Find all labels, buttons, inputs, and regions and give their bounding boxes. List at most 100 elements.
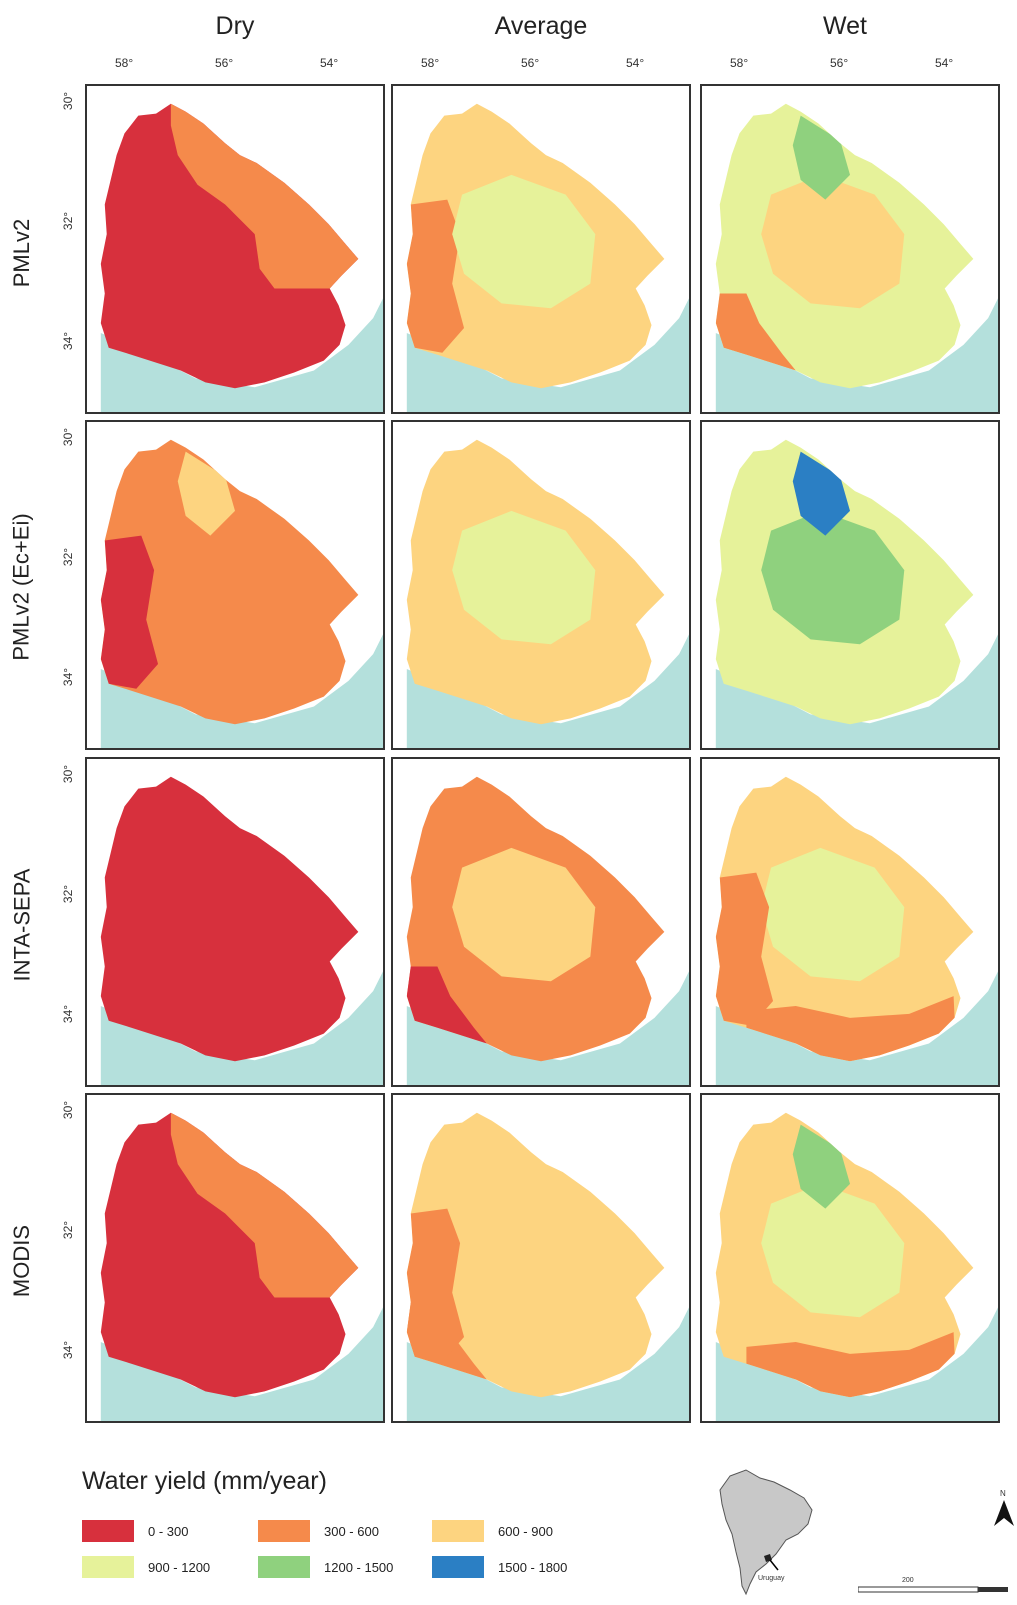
yield-zone-south: [746, 1332, 955, 1398]
longitude-tick: 56°: [830, 56, 849, 70]
legend-label: 1500 - 1800: [498, 1559, 568, 1575]
yield-zone-center: [761, 510, 905, 645]
yield-zone-center: [761, 174, 905, 309]
legend-swatch: [432, 1520, 484, 1542]
yield-zone-west: [406, 199, 465, 353]
latitude-tick: 32°: [61, 1220, 76, 1240]
legend-title: Water yield (mm/year): [82, 1467, 327, 1495]
water-body: [406, 298, 689, 412]
legend-swatch: [432, 1556, 484, 1578]
column-title-wet: Wet: [823, 12, 867, 40]
water-body: [100, 1307, 383, 1421]
legend-swatch: [82, 1520, 134, 1542]
water-body: [715, 971, 998, 1085]
water-body: [715, 1307, 998, 1421]
map-panel-inta-sepa-average: [391, 757, 691, 1087]
water-body: [100, 634, 383, 748]
country-base-fill: [100, 776, 359, 1062]
latitude-tick: 34°: [61, 331, 76, 351]
map-panel-pmlv2-average: [391, 84, 691, 414]
longitude-tick: 58°: [421, 56, 440, 70]
longitude-tick: 56°: [215, 56, 234, 70]
yield-zone-center: [761, 1183, 905, 1318]
country-base-fill: [100, 103, 359, 389]
legend-swatch: [82, 1556, 134, 1578]
map-panel-modis-dry: [85, 1093, 385, 1423]
latitude-tick: 34°: [61, 1004, 76, 1024]
legend-item: 1200 - 1500: [258, 1556, 393, 1578]
latitude-tick: 34°: [61, 667, 76, 687]
yield-zone-center: [452, 174, 596, 309]
legend-item: 300 - 600: [258, 1520, 379, 1542]
yield-zone-center: [761, 847, 905, 982]
inset-label: Uruguay: [758, 1575, 785, 1582]
water-body: [100, 298, 383, 412]
map-panel-inta-sepa-dry: [85, 757, 385, 1087]
scale-bar: 200: [857, 1575, 1017, 1600]
legend-swatch: [258, 1520, 310, 1542]
latitude-tick: 30°: [61, 91, 76, 111]
inset-south-america-map: Uruguay: [712, 1468, 832, 1600]
yield-zone-north: [792, 115, 850, 200]
map-panel-pmlv2-ec-ei-dry: [85, 420, 385, 750]
water-body: [100, 971, 383, 1085]
yield-zone-west: [100, 535, 159, 689]
water-body: [406, 1307, 689, 1421]
longitude-tick: 58°: [730, 56, 749, 70]
legend-item: 900 - 1200: [82, 1556, 210, 1578]
column-title-dry: Dry: [215, 12, 255, 40]
north-arrow-icon: N: [992, 1488, 1016, 1528]
latitude-tick: 32°: [61, 211, 76, 231]
water-body: [406, 634, 689, 748]
yield-zone-northeast: [170, 1112, 359, 1298]
map-panel-modis-wet: [700, 1093, 1000, 1423]
latitude-tick: 30°: [61, 1100, 76, 1120]
yield-zone-center: [452, 847, 596, 982]
legend-label: 900 - 1200: [148, 1559, 211, 1575]
legend-item: 1500 - 1800: [432, 1556, 567, 1578]
map-panel-pmlv2-ec-ei-average: [391, 420, 691, 750]
map-panel-modis-average: [391, 1093, 691, 1423]
yield-zone-southwest: [406, 966, 487, 1044]
water-body: [715, 298, 998, 412]
longitude-tick: 58°: [115, 56, 134, 70]
latitude-tick: 30°: [61, 427, 76, 447]
map-panel-inta-sepa-wet: [700, 757, 1000, 1087]
latitude-tick: 32°: [61, 884, 76, 904]
latitude-tick: 34°: [61, 1340, 76, 1360]
water-body: [406, 971, 689, 1085]
legend-label: 1200 - 1500: [324, 1559, 394, 1575]
longitude-tick: 54°: [320, 56, 339, 70]
longitude-tick: 54°: [626, 56, 645, 70]
country-base-fill: [100, 1112, 359, 1398]
yield-zone-north: [177, 451, 235, 536]
yield-zone-west: [406, 1208, 465, 1362]
yield-zone-south: [746, 996, 955, 1062]
column-title-average: Average: [494, 12, 588, 40]
latitude-tick: 30°: [61, 764, 76, 784]
legend-label: 0 - 300: [148, 1523, 189, 1539]
map-panel-pmlv2-wet: [700, 84, 1000, 414]
legend-item: 600 - 900: [432, 1520, 553, 1542]
longitude-tick: 56°: [521, 56, 540, 70]
legend-swatch: [258, 1556, 310, 1578]
svg-text:200: 200: [902, 1577, 914, 1584]
legend-label: 300 - 600: [324, 1523, 379, 1539]
row-label-pmlv2-ec-ei: PMLv2 (Ec+Ei): [9, 513, 35, 661]
yield-zone-north: [792, 1124, 850, 1209]
latitude-tick: 32°: [61, 547, 76, 567]
yield-zone-center: [452, 510, 596, 645]
water-body: [715, 634, 998, 748]
map-panel-pmlv2-dry: [85, 84, 385, 414]
legend-item: 0 - 300: [82, 1520, 188, 1542]
yield-zone-northeast: [170, 103, 359, 289]
row-label-inta-sepa: INTA-SEPA: [9, 868, 34, 982]
longitude-tick: 54°: [935, 56, 954, 70]
yield-zone-north: [792, 451, 850, 536]
yield-zone-west: [715, 872, 774, 1026]
legend-label: 600 - 900: [498, 1523, 553, 1539]
map-panel-pmlv2-ec-ei-wet: [700, 420, 1000, 750]
row-label-modis: MODIS: [9, 1224, 34, 1298]
country-base-fill: [100, 439, 359, 725]
yield-zone-southwest: [715, 293, 796, 371]
